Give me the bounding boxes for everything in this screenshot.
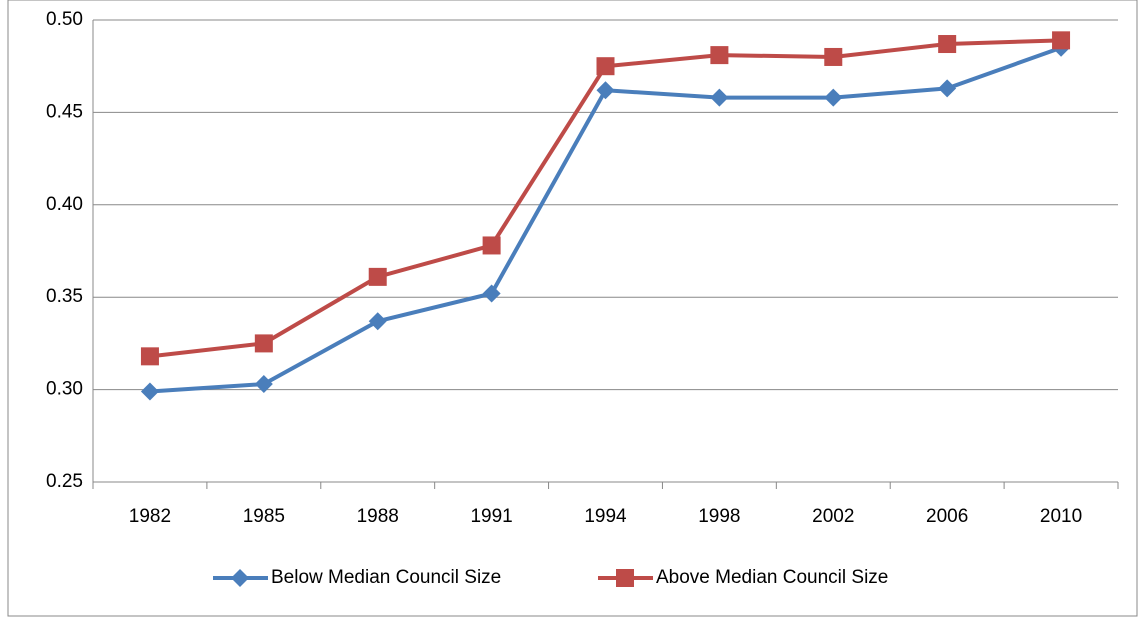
marker xyxy=(938,35,957,54)
x-tick-label: 1994 xyxy=(584,506,627,527)
marker xyxy=(824,47,843,66)
chart-frame xyxy=(7,0,1138,617)
marker xyxy=(231,569,249,587)
x-tick-label: 1982 xyxy=(129,506,171,527)
marker xyxy=(596,81,615,100)
marker xyxy=(596,57,615,76)
marker xyxy=(482,284,501,303)
series-line xyxy=(149,45,1062,394)
x-tick-label: 1985 xyxy=(243,506,285,527)
x-tick-label: 2010 xyxy=(1040,506,1082,527)
marker xyxy=(254,375,273,394)
marker xyxy=(938,79,957,98)
x-tick-label: 1988 xyxy=(357,506,399,527)
marker xyxy=(140,347,159,366)
y-tick-label: 0.40 xyxy=(46,194,83,215)
marker xyxy=(824,88,843,107)
x-tick-label: 2002 xyxy=(812,506,854,527)
x-tick-label: 2006 xyxy=(926,506,968,527)
marker xyxy=(140,382,159,401)
marker xyxy=(1052,31,1071,50)
marker xyxy=(616,569,634,587)
marker xyxy=(710,46,729,65)
marker xyxy=(482,236,501,255)
y-tick-label: 0.50 xyxy=(46,9,83,30)
marker xyxy=(254,334,273,353)
y-tick-label: 0.30 xyxy=(46,379,83,400)
y-tick-label: 0.25 xyxy=(46,471,83,492)
legend-label: Below Median Council Size xyxy=(271,567,501,588)
x-tick-label: 1998 xyxy=(698,506,740,527)
marker xyxy=(710,88,729,107)
marker xyxy=(368,267,387,286)
y-tick-label: 0.35 xyxy=(46,286,83,307)
legend-label: Above Median Council Size xyxy=(656,567,888,588)
marker xyxy=(368,312,387,331)
y-tick-label: 0.45 xyxy=(46,101,83,122)
x-tick-label: 1991 xyxy=(470,506,512,527)
